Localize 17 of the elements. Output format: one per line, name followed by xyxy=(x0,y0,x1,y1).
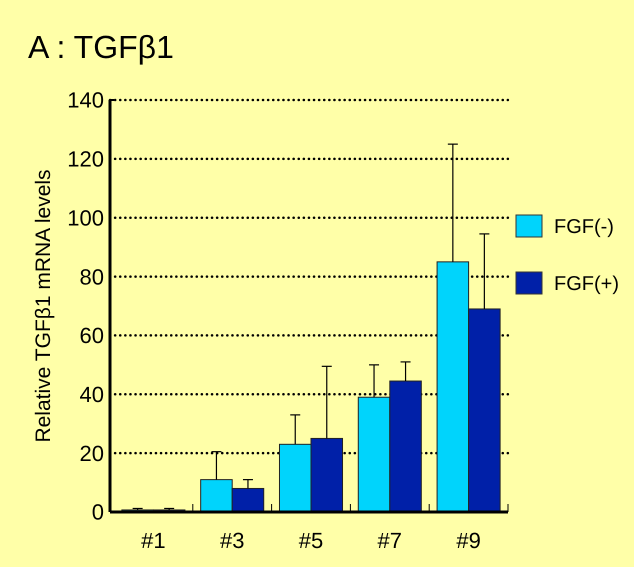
y-axis-title: Relative TGFβ1 mRNA levels xyxy=(32,169,55,443)
y-tick-label: 80 xyxy=(80,264,104,290)
y-tick-label: 20 xyxy=(80,440,104,466)
x-tick-label: #5 xyxy=(298,528,324,553)
x-tick-label: #1 xyxy=(141,528,166,553)
y-tick-label: 0 xyxy=(92,500,104,525)
x-tick-label: #7 xyxy=(378,528,402,553)
y-tick-label: 40 xyxy=(80,382,104,407)
y-tick-label: 100 xyxy=(67,205,104,230)
y-tick-label: 60 xyxy=(80,323,104,348)
x-tick-label: #3 xyxy=(220,528,244,553)
legend-label: FGF(-) xyxy=(554,216,614,238)
legend-label: FGF(+) xyxy=(554,273,619,295)
y-tick-label: 140 xyxy=(67,88,104,113)
y-tick-label: 120 xyxy=(67,146,104,172)
x-tick-label: #9 xyxy=(456,528,481,553)
chart-title: A : TGFβ1 xyxy=(28,29,174,65)
